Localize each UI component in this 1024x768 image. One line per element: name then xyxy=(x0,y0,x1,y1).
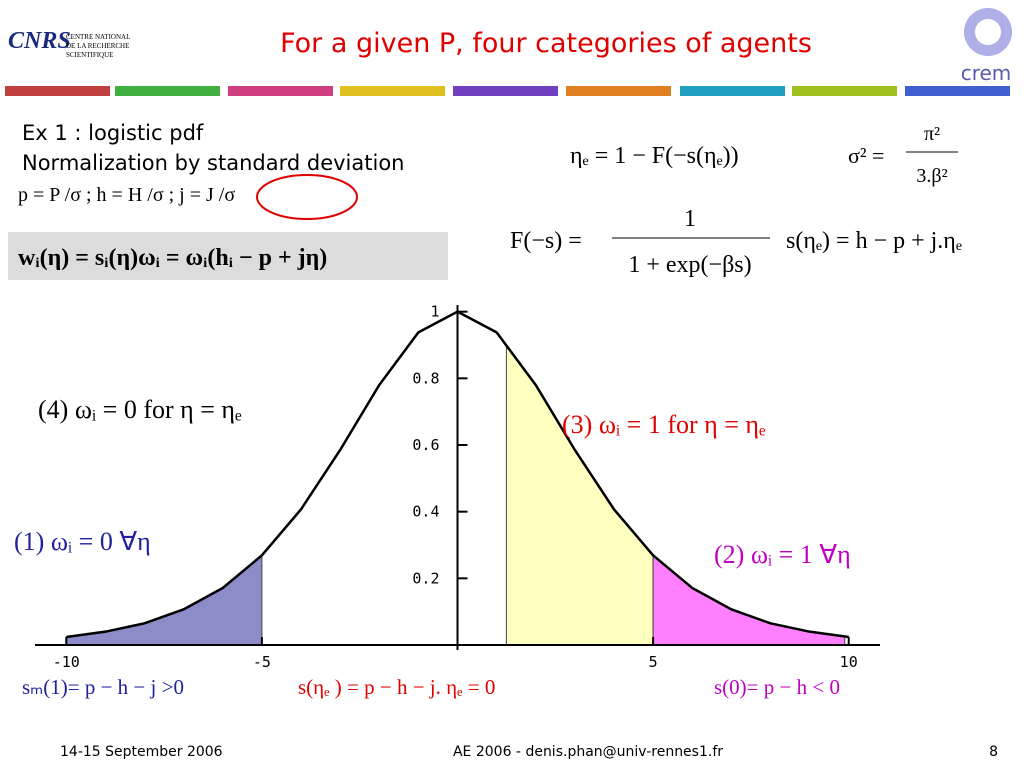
footer-event: AE 2006 - denis.phan@univ-rennes1.fr xyxy=(453,744,723,760)
header-strip xyxy=(5,86,1010,96)
formula: wᵢ(η) = sᵢ(η)ωᵢ = ωᵢ(hᵢ − p + jη) xyxy=(18,245,327,271)
annotation: (2) ωᵢ = 1 ∀η xyxy=(714,540,851,569)
y-tick-label: 0.4 xyxy=(412,503,439,521)
highlight-circle xyxy=(256,174,358,220)
formula: s(ηₑ) = h − p + j.ηₑ xyxy=(786,228,962,254)
footer-page: 8 xyxy=(989,744,998,760)
text-line: Ex 1 : logistic pdf xyxy=(22,121,204,145)
annotation: (3) ωᵢ = 1 for η = ηₑ xyxy=(562,410,766,439)
footer-date: 14-15 September 2006 xyxy=(60,744,223,760)
text-line: p = P /σ ; h = H /σ ; j = J /σ xyxy=(18,184,235,206)
cnrs-line: SCIENTIFIQUE xyxy=(66,51,113,59)
y-tick-label: 0.8 xyxy=(412,369,439,387)
annotation: (4) ωᵢ = 0 for η = ηₑ xyxy=(38,395,242,424)
crem-logo-shape xyxy=(975,19,1001,45)
cnrs-line: CENTRE NATIONAL xyxy=(66,33,130,41)
condition: sₘ(1)= p − h − j >0 xyxy=(22,675,184,699)
formula-numerator: 1 xyxy=(684,206,696,232)
x-tick-label: -10 xyxy=(53,653,80,671)
y-tick-label: 0.6 xyxy=(412,436,439,454)
slide-title: For a given P, four categories of agents xyxy=(280,28,812,59)
y-tick-label: 0.2 xyxy=(412,569,439,587)
cnrs-line: DE LA RECHERCHE xyxy=(66,42,129,50)
x-tick-label: 10 xyxy=(840,653,858,671)
condition: s(ηₑ ) = p − h − j. ηₑ = 0 xyxy=(298,675,495,699)
y-tick-label: 1 xyxy=(430,303,439,321)
annotation: (1) ωᵢ = 0 ∀η xyxy=(14,527,151,556)
formula-denominator: 1 + exp(−βs) xyxy=(628,252,751,278)
x-tick-label: -5 xyxy=(253,653,271,671)
chart: -10 -5 5 10 0.2 0.4 0.6 0.8 1 xyxy=(35,303,880,671)
formula-denominator: 3.β² xyxy=(916,165,947,187)
formula: σ² = xyxy=(848,143,884,168)
formula-box xyxy=(8,232,448,280)
x-tick-label: 5 xyxy=(649,653,658,671)
crem-logo-text: crem xyxy=(961,61,1012,85)
text-line: Normalization by standard deviation xyxy=(22,151,404,175)
formula: F(−s) = xyxy=(510,228,582,254)
cnrs-logo: CNRS xyxy=(8,28,71,54)
formula-numerator: π² xyxy=(924,123,940,145)
condition: s(0)= p − h < 0 xyxy=(714,675,840,699)
pdf-curve xyxy=(66,310,849,639)
formula: ηₑ = 1 − F(−s(ηₑ)) xyxy=(570,143,739,169)
